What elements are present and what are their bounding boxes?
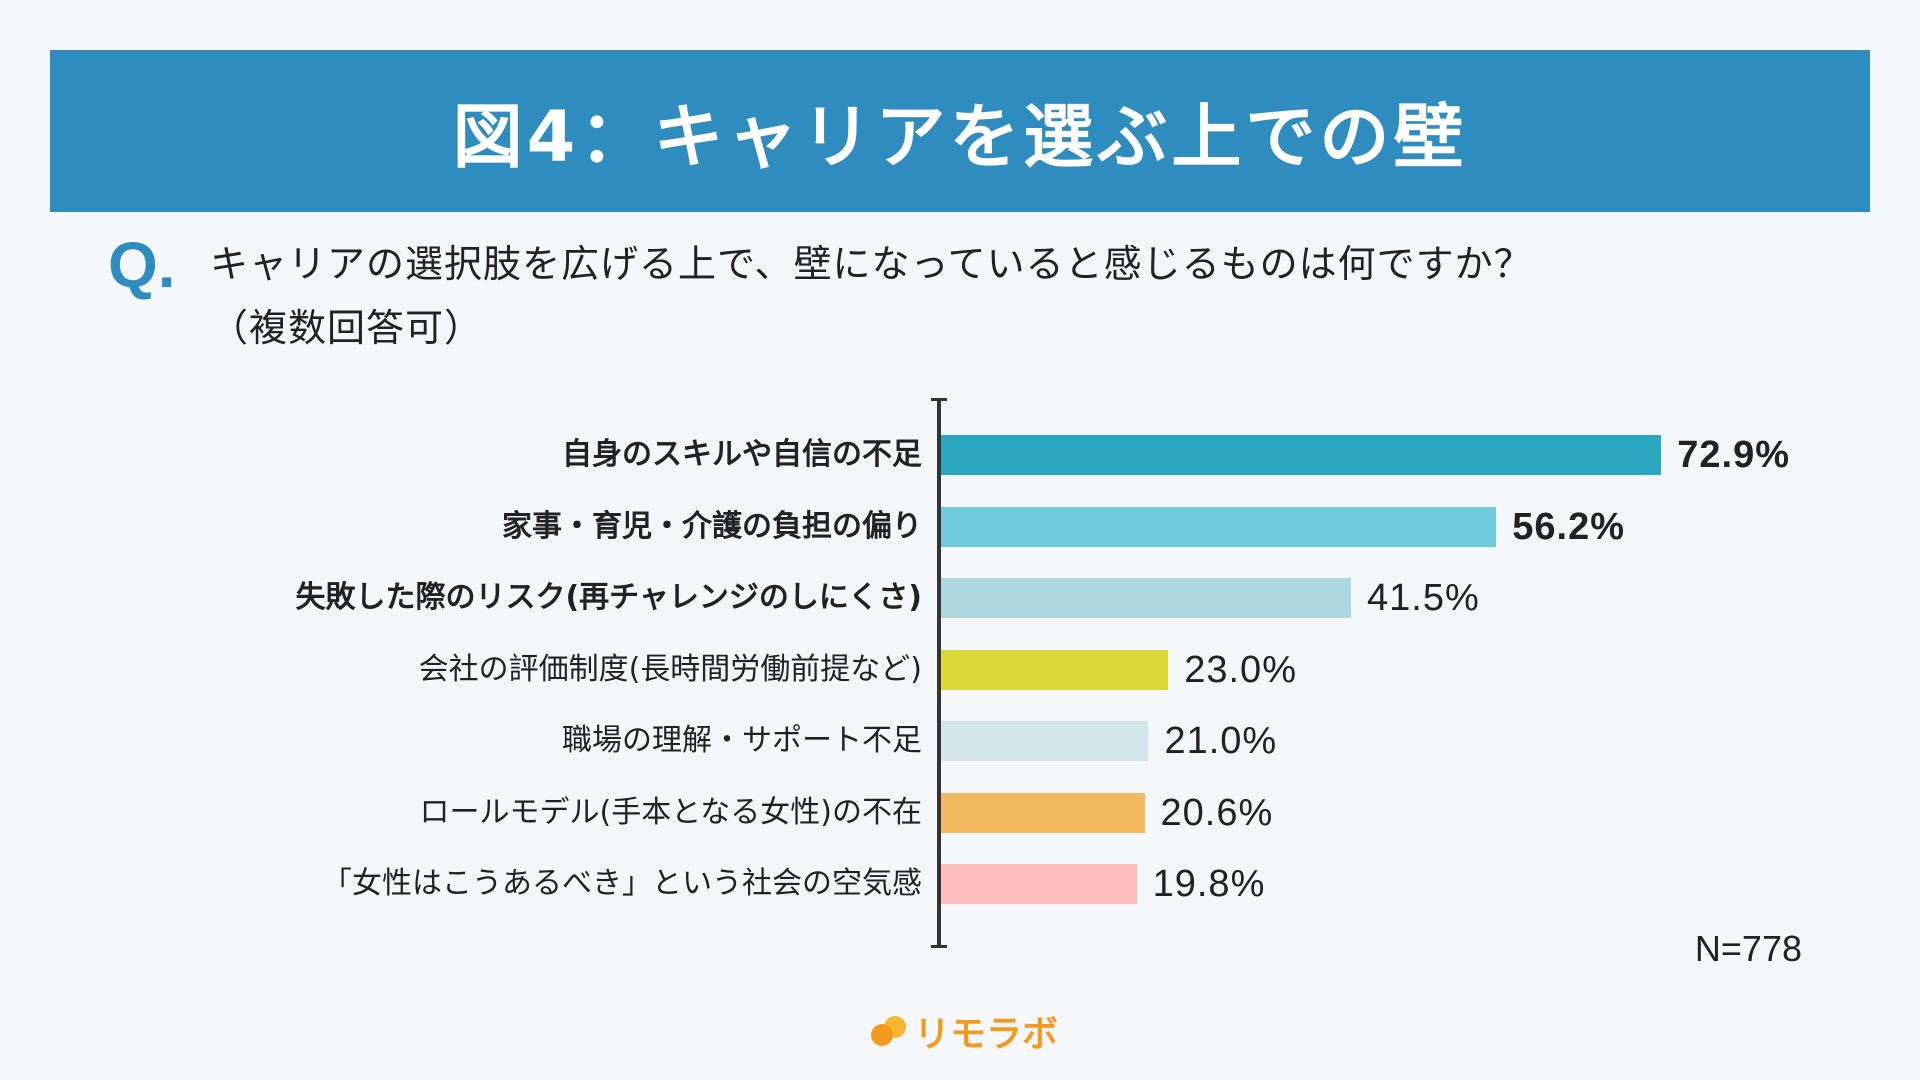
value-label: 23.0% bbox=[1184, 648, 1297, 691]
bar bbox=[941, 578, 1352, 618]
axis-tick-top bbox=[931, 398, 947, 401]
logo: リモラボ bbox=[868, 1005, 1058, 1057]
question-line-2: （複数回答可） bbox=[210, 306, 484, 350]
bar bbox=[941, 792, 1145, 833]
question-mark: Q. bbox=[108, 229, 176, 301]
value-label: 20.6% bbox=[1160, 791, 1274, 834]
value-label: 72.9% bbox=[1677, 434, 1790, 476]
title-banner: 図4：キャリアを選ぶ上での壁 bbox=[50, 50, 1870, 212]
bar bbox=[941, 435, 1662, 475]
value-label: 19.8% bbox=[1152, 863, 1266, 905]
logo-dots-icon bbox=[871, 1016, 906, 1046]
category-label: 家事・育児・介護の負担の偏り bbox=[502, 508, 922, 544]
sample-size-note: N=778 bbox=[1694, 928, 1802, 969]
bar bbox=[941, 649, 1169, 690]
chart-title: 図4：キャリアを選ぶ上での壁 bbox=[452, 95, 1468, 178]
category-label: 会社の評価制度(長時間労働前提など) bbox=[418, 651, 922, 687]
logo-text: リモラボ bbox=[914, 1014, 1059, 1055]
axis-tick-bottom bbox=[931, 945, 947, 948]
bar bbox=[941, 864, 1137, 904]
category-label: ロールモデル(手本となる女性)の不在 bbox=[419, 794, 922, 830]
category-label: 自身のスキルや自信の不足 bbox=[562, 437, 922, 472]
question-line-1: キャリアの選択肢を広げる上で、壁になっていると感じるものは何ですか？ bbox=[210, 242, 1533, 286]
value-label: 56.2% bbox=[1512, 505, 1625, 548]
bar bbox=[941, 721, 1149, 761]
value-label: 21.0% bbox=[1164, 720, 1278, 762]
bar bbox=[941, 506, 1497, 547]
y-axis bbox=[937, 399, 941, 947]
category-label: 失敗した際のリスク(再チャレンジのしにくさ) bbox=[295, 580, 922, 615]
question-text: キャリアの選択肢を広げる上で、壁になっていると感じるものは何ですか？ （複数回答… bbox=[210, 232, 1533, 360]
value-label: 41.5% bbox=[1367, 577, 1480, 619]
category-label: 職場の理解・サポート不足 bbox=[562, 723, 922, 758]
category-label: 「女性はこうあるべき」という社会の空気感 bbox=[322, 866, 922, 901]
